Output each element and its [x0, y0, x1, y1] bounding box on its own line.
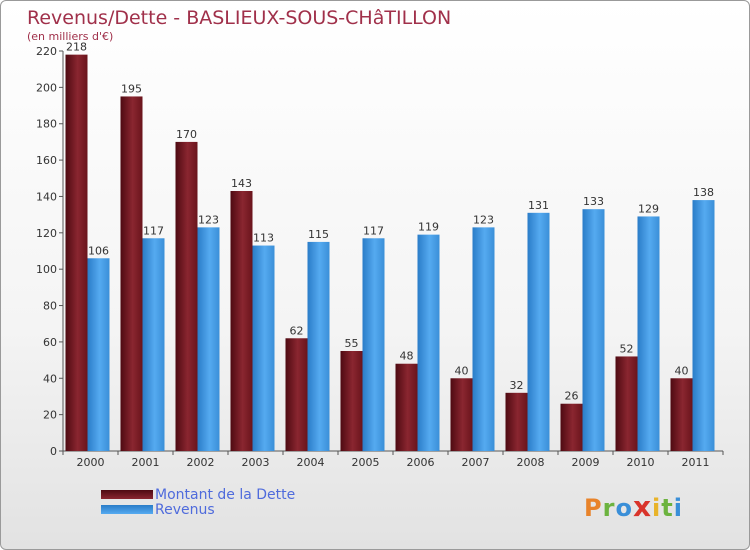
data-label-debt: 48 [400, 350, 414, 363]
bar-revenue [362, 238, 385, 451]
y-tick-label: 80 [43, 300, 57, 313]
bar-revenue [87, 258, 110, 451]
y-tick-label: 180 [36, 118, 57, 131]
x-tick-label: 2003 [242, 456, 270, 469]
y-tick-label: 100 [36, 263, 57, 276]
x-tick-label: 2010 [627, 456, 655, 469]
y-tick-label: 200 [36, 81, 57, 94]
legend-swatch-revenue [101, 505, 153, 514]
bar-revenue [527, 212, 550, 451]
bar-debt [120, 96, 143, 452]
bar-debt [670, 378, 693, 451]
data-label-debt: 55 [345, 337, 359, 350]
y-tick-label: 220 [36, 45, 57, 58]
data-label-revenue: 119 [418, 221, 439, 234]
y-tick-label: 120 [36, 227, 57, 240]
data-label-revenue: 117 [143, 224, 164, 237]
bar-revenue [142, 238, 165, 451]
data-label-debt: 40 [675, 364, 689, 377]
bar-debt [505, 392, 528, 451]
legend-item-debt: Montant de la Dette [101, 486, 296, 503]
bar-revenue [417, 234, 440, 451]
logo-letter: i [652, 494, 662, 522]
data-label-debt: 218 [66, 41, 87, 54]
logo-letter: i [673, 494, 683, 522]
chart-subtitle: (en milliers d'€) [27, 30, 114, 43]
data-label-revenue: 123 [198, 213, 219, 226]
bar-revenue [637, 216, 660, 451]
logo-letter: o [615, 494, 633, 522]
data-label-revenue: 115 [308, 228, 329, 241]
data-label-debt: 26 [565, 390, 579, 403]
data-label-debt: 62 [290, 324, 304, 337]
x-tick-label: 2009 [572, 456, 600, 469]
bar-debt [175, 141, 198, 451]
y-tick-label: 140 [36, 190, 57, 203]
x-tick-label: 2008 [517, 456, 545, 469]
data-label-debt: 40 [455, 364, 469, 377]
bar-debt [285, 338, 308, 451]
data-label-debt: 143 [231, 177, 252, 190]
x-tick-label: 2002 [187, 456, 215, 469]
bar-revenue [582, 209, 605, 451]
bar-revenue [252, 245, 275, 451]
bar-revenue [692, 200, 715, 451]
bar-debt [450, 378, 473, 451]
y-tick-label: 60 [43, 336, 57, 349]
x-tick-label: 2011 [682, 456, 710, 469]
x-tick-label: 2005 [352, 456, 380, 469]
data-label-debt: 52 [620, 342, 634, 355]
x-tick-label: 2006 [407, 456, 435, 469]
legend-label-revenue: Revenus [155, 501, 215, 518]
logo-letter: t [661, 494, 674, 522]
bar-debt [340, 351, 363, 451]
x-tick-label: 2007 [462, 456, 490, 469]
y-tick-label: 40 [43, 372, 57, 385]
data-label-debt: 32 [510, 379, 524, 392]
bar-revenue [197, 227, 220, 451]
data-label-debt: 195 [121, 82, 142, 95]
bar-revenue [307, 241, 330, 451]
chart-title: Revenus/Dette - BASLIEUX-SOUS-CHâTILLON [27, 7, 452, 29]
legend: Montant de la Dette Revenus [101, 486, 296, 518]
y-tick-label: 20 [43, 409, 57, 422]
proxiti-logo: Proxiti [584, 490, 683, 523]
legend-item-revenue: Revenus [101, 501, 295, 518]
y-tick-label: 0 [50, 445, 57, 458]
bar-revenue [472, 227, 495, 451]
data-label-revenue: 123 [473, 213, 494, 226]
legend-label-debt: Montant de la Dette [155, 486, 296, 503]
data-label-revenue: 131 [528, 199, 549, 212]
data-label-revenue: 106 [88, 244, 109, 257]
bar-debt [65, 54, 88, 452]
x-tick-label: 2004 [297, 456, 325, 469]
data-label-revenue: 133 [583, 195, 604, 208]
data-label-revenue: 113 [253, 232, 274, 245]
logo-letter: P [584, 494, 603, 522]
y-tick-label: 160 [36, 154, 57, 167]
bar-debt [230, 191, 253, 451]
data-label-revenue: 117 [363, 224, 384, 237]
x-tick-label: 2001 [132, 456, 160, 469]
bar-debt [560, 403, 583, 451]
data-label-revenue: 129 [638, 202, 659, 215]
x-tick-label: 2000 [77, 456, 105, 469]
logo-letter: r [602, 494, 616, 522]
data-label-revenue: 138 [693, 186, 714, 199]
bar-debt [395, 363, 418, 451]
bar-debt [615, 356, 638, 451]
legend-swatch-debt [101, 490, 153, 499]
logo-letter: x [632, 490, 652, 523]
data-label-debt: 170 [176, 128, 197, 141]
